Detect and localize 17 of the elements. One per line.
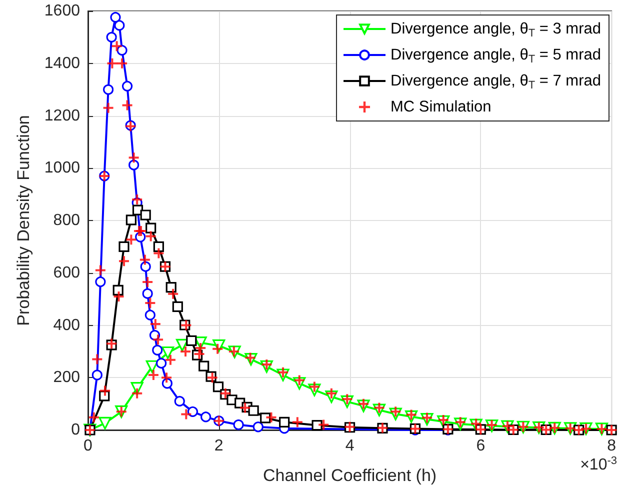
y-tick-label: 1600	[44, 2, 80, 20]
y-tick-label: 1400	[44, 54, 80, 72]
y-tick-label: 400	[53, 316, 80, 334]
x-tick-label: 6	[476, 438, 486, 454]
x-tick-label: 2	[214, 438, 224, 454]
x-axis-title: Channel Coefficient (h)	[262, 466, 437, 485]
y-tick-label: 800	[53, 212, 80, 229]
x-tick-label: 4	[345, 438, 354, 454]
y-tick-label: 600	[53, 264, 80, 282]
legend-label: MC Simulation	[390, 98, 492, 116]
x-tick-label: 8	[607, 438, 616, 454]
y-tick-label: 200	[53, 369, 80, 386]
y-tick-label: 0	[71, 422, 80, 438]
x-tick-label: 0	[84, 438, 93, 454]
y-tick-label: 1000	[44, 160, 80, 177]
y-axis-title: Probability Density Function	[14, 115, 33, 326]
y-tick-label: 1200	[44, 107, 80, 124]
